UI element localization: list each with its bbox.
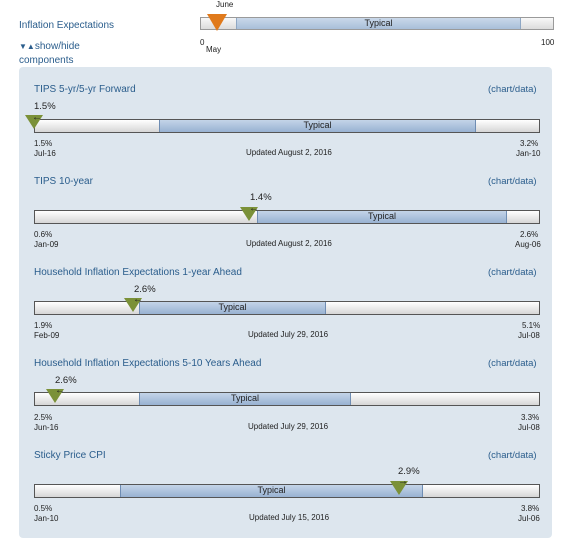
- top-min-month: May: [206, 45, 222, 54]
- chart-data-link[interactable]: (chart/data): [488, 176, 537, 187]
- updated-date: Updated July 29, 2016: [248, 422, 329, 431]
- chart-data-link[interactable]: (chart/data): [488, 267, 537, 278]
- top-typical-label: Typical: [364, 18, 393, 28]
- direction-arrow-icon: ←: [249, 203, 259, 214]
- min-value: 1.5%: [34, 139, 53, 148]
- typical-label: Typical: [303, 120, 332, 130]
- top-typical-range: Typical: [236, 18, 521, 29]
- indicator-title: Household Inflation Expectations 5-10 Ye…: [34, 358, 262, 369]
- typical-label: Typical: [218, 302, 247, 312]
- max-value: 3.8%: [521, 504, 540, 513]
- current-value: 1.4%: [250, 192, 272, 203]
- updated-date: Updated July 29, 2016: [248, 330, 329, 339]
- current-marker-triangle-icon: [25, 115, 43, 129]
- current-marker-triangle-icon: [390, 481, 408, 495]
- max-value: 3.3%: [521, 413, 540, 422]
- direction-arrow-icon: ←: [32, 112, 42, 123]
- indicator-title: TIPS 10-year: [34, 176, 93, 187]
- direction-arrow-icon: ←: [55, 385, 65, 396]
- gauge-bar: Typical: [34, 210, 540, 224]
- typical-range: Typical: [139, 393, 351, 405]
- min-date: Jan-09: [34, 240, 59, 249]
- gauge-bar: Typical: [34, 484, 540, 498]
- typical-range: Typical: [120, 485, 423, 497]
- max-date: Jul-08: [518, 423, 540, 432]
- direction-arrow-icon: →: [398, 476, 408, 487]
- current-marker-triangle-icon: [240, 207, 258, 221]
- typical-label: Typical: [257, 485, 286, 495]
- min-date: Feb-09: [34, 331, 60, 340]
- current-marker-triangle-icon: [124, 298, 142, 312]
- indicator-title: Sticky Price CPI: [34, 450, 106, 461]
- top-min-value: 0: [200, 38, 205, 47]
- direction-arrow-icon: ←: [133, 294, 143, 305]
- updated-date: Updated August 2, 2016: [246, 239, 332, 248]
- show-hide-components-toggle[interactable]: ▼▲show/hide components: [19, 40, 80, 68]
- chart-data-link[interactable]: (chart/data): [488, 450, 537, 461]
- max-date: Aug-06: [515, 240, 541, 249]
- indicator-title: Household Inflation Expectations 1-year …: [34, 267, 242, 278]
- current-value: 2.6%: [55, 375, 77, 386]
- top-marker-triangle-icon: [207, 14, 227, 31]
- min-date: Jul-16: [34, 149, 56, 158]
- updated-date: Updated August 2, 2016: [246, 148, 332, 157]
- max-value: 5.1%: [522, 321, 541, 330]
- gauge-bar: Typical: [34, 301, 540, 315]
- chart-data-link[interactable]: (chart/data): [488, 84, 537, 95]
- max-date: Jul-08: [518, 331, 540, 340]
- gauge-bar: Typical: [34, 119, 540, 133]
- top-gauge-bar: Typical: [200, 17, 554, 30]
- typical-label: Typical: [230, 393, 259, 403]
- top-marker-label: June: [216, 0, 234, 9]
- typical-range: Typical: [159, 120, 476, 132]
- min-value: 1.9%: [34, 321, 53, 330]
- chart-data-link[interactable]: (chart/data): [488, 358, 537, 369]
- updated-date: Updated July 15, 2016: [249, 513, 330, 522]
- max-value: 2.6%: [520, 230, 539, 239]
- indicator-title: TIPS 5-yr/5-yr Forward: [34, 84, 136, 95]
- max-date: Jul-06: [518, 514, 540, 523]
- current-marker-triangle-icon: [46, 389, 64, 403]
- min-value: 0.5%: [34, 504, 53, 513]
- typical-label: Typical: [367, 211, 396, 221]
- current-value: 1.5%: [34, 101, 56, 112]
- min-value: 2.5%: [34, 413, 53, 422]
- max-date: Jan-10: [516, 149, 541, 158]
- min-date: Jan-10: [34, 514, 59, 523]
- min-date: Jun-16: [34, 423, 59, 432]
- current-value: 2.6%: [134, 284, 156, 295]
- min-value: 0.6%: [34, 230, 53, 239]
- toggle-arrows-icon: ▼▲: [19, 42, 35, 51]
- inflation-expectations-title[interactable]: Inflation Expectations: [19, 20, 115, 31]
- current-value: 2.9%: [398, 466, 420, 477]
- max-value: 3.2%: [520, 139, 539, 148]
- typical-range: Typical: [139, 302, 326, 314]
- toggle-label-line2: components: [19, 55, 74, 66]
- gauge-bar: Typical: [34, 392, 540, 406]
- top-max-value: 100: [541, 38, 555, 47]
- toggle-label: show/hide: [34, 41, 80, 52]
- typical-range: Typical: [257, 211, 507, 223]
